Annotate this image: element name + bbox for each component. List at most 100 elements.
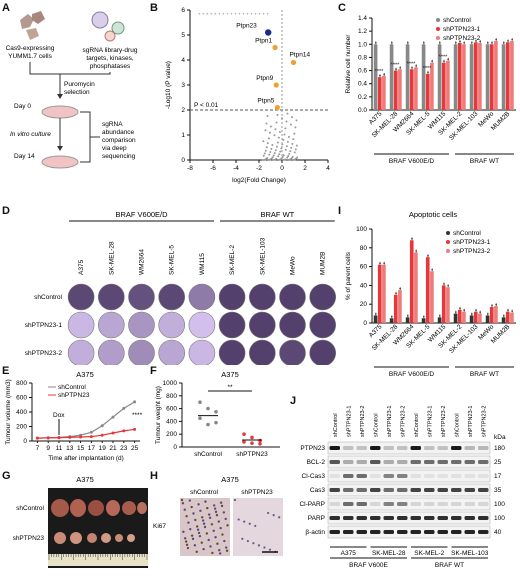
- j-band: [437, 502, 448, 506]
- bar-shptpn23-1: [457, 309, 462, 323]
- colony-plate: [248, 283, 276, 311]
- nucleus: [203, 525, 207, 529]
- background-point: [276, 113, 279, 116]
- e-ytick-label: 800: [16, 380, 27, 387]
- bar-shcontrol: [421, 318, 426, 323]
- d-column-label: MUM2B: [320, 252, 327, 275]
- j-band: [410, 488, 421, 492]
- background-point: [218, 12, 221, 15]
- j-band: [478, 460, 489, 464]
- background-point: [268, 153, 271, 156]
- replicate-dot: [443, 283, 445, 285]
- background-point: [274, 128, 277, 131]
- j-band: [451, 460, 462, 464]
- background-point: [265, 146, 268, 149]
- gene-point-ptpn1: [272, 44, 278, 51]
- j-band: [464, 502, 475, 506]
- replicate-dot: [375, 41, 377, 44]
- j-band: [329, 516, 340, 520]
- ytick-label: 0.4: [358, 81, 367, 88]
- ytick-label: 0.0: [358, 107, 367, 114]
- legend-label: shPTPN23-1: [443, 26, 481, 33]
- e-point: [122, 429, 126, 433]
- bar-shptpn23-2: [414, 252, 418, 323]
- ruler-ticks: [48, 554, 148, 560]
- background-point: [270, 147, 273, 150]
- d-group-braf-wt: BRAF WT: [261, 210, 295, 219]
- nucleus: [202, 522, 206, 525]
- ytick-label: 80: [360, 245, 368, 252]
- background-point: [280, 147, 283, 150]
- replicate-dot: [463, 41, 465, 44]
- e-point: [89, 430, 93, 434]
- e-point: [100, 424, 104, 428]
- nucleus: [215, 513, 219, 517]
- nucleus: [222, 511, 226, 514]
- j-band: [370, 502, 381, 506]
- replicate-dot: [407, 41, 409, 44]
- h-row-ki67: Ki67: [153, 523, 166, 530]
- j-protein-label: PTPN23: [300, 445, 325, 452]
- gene-label-ptpn23: Ptpn23: [236, 23, 257, 30]
- b-ytick-label: 1: [181, 132, 185, 139]
- e-xtick-label: 23: [120, 445, 128, 452]
- background-point: [294, 126, 297, 129]
- replicate-dot: [379, 74, 381, 77]
- background-point: [291, 142, 294, 145]
- h-col-shptpn23: shPTPN23: [241, 489, 273, 496]
- bar-shptpn23-1: [489, 44, 494, 110]
- background-point: [198, 12, 200, 15]
- e-point: [89, 435, 93, 439]
- bar-shptpn23-2: [510, 312, 514, 323]
- e-ylabel: Tumour volume (mm3): [5, 379, 12, 445]
- j-band: [370, 488, 381, 492]
- bar-shptpn23-1: [473, 311, 478, 323]
- nucleus: [226, 524, 229, 527]
- bar-shptpn23-1: [409, 240, 414, 323]
- nucleus: [209, 545, 212, 548]
- bar-shcontrol: [389, 44, 394, 110]
- nucleus: [185, 515, 188, 518]
- result-text-3: comparison: [102, 137, 136, 144]
- bar-shptpn23-1: [393, 70, 398, 110]
- e-point: [133, 400, 137, 404]
- i-bars: [373, 237, 514, 323]
- replicate-dot: [491, 41, 493, 44]
- nucleus: [180, 498, 184, 502]
- replicate-dot: [395, 68, 397, 70]
- day0-label: Day 0: [14, 103, 31, 110]
- j-marker-label: 25: [494, 459, 502, 466]
- nucleus: [207, 513, 211, 516]
- nucleus: [184, 540, 188, 543]
- background-point: [264, 149, 267, 152]
- colony-plate: [158, 283, 185, 311]
- bar-shptpn23-2: [414, 67, 418, 110]
- b-xtick-label: -4: [233, 165, 239, 172]
- panel-i-bar-chart: Apoptotic cells 020406080100A375SK-MEL-2…: [345, 210, 516, 378]
- e-ytick-label: 200: [16, 424, 27, 431]
- background-point: [290, 146, 293, 149]
- f-point: [214, 420, 218, 425]
- nucleus: [207, 538, 210, 542]
- nucleus: [190, 505, 193, 509]
- f-point: [198, 416, 202, 420]
- f-point: [242, 440, 246, 444]
- j-band: [356, 530, 367, 534]
- replicate-dot: [431, 269, 433, 271]
- gene-label-ptpn9: Ptpn9: [256, 75, 273, 82]
- d-column-label: SK-MEL-2: [229, 245, 236, 275]
- colony-plate: [279, 339, 306, 365]
- bar-shcontrol: [373, 315, 378, 323]
- b-xtick-label: 4: [326, 165, 330, 172]
- j-band: [451, 474, 462, 478]
- result-text-5: sequencing: [102, 153, 136, 160]
- invitro-text: In vitro culture: [10, 131, 51, 138]
- bar-shptpn23-1: [489, 307, 494, 323]
- background-point: [266, 114, 269, 117]
- j-lane-label: shControl: [454, 413, 460, 437]
- j-band: [478, 516, 489, 520]
- f-category-label: shPTPN23: [236, 451, 268, 458]
- cells-text-1: Cas9-expressing: [6, 45, 55, 52]
- bar-shcontrol: [469, 315, 474, 323]
- f-point: [258, 442, 262, 446]
